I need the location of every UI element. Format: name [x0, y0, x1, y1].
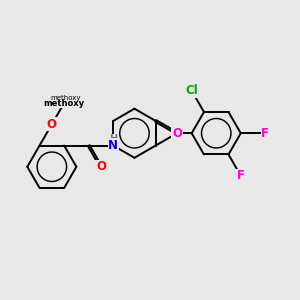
Text: N: N: [108, 139, 118, 152]
Text: F: F: [261, 127, 269, 140]
Text: F: F: [237, 169, 245, 182]
Text: methoxy: methoxy: [50, 94, 81, 100]
Text: N: N: [172, 127, 182, 140]
Text: methoxy: methoxy: [44, 98, 85, 107]
Text: O: O: [172, 127, 182, 140]
Text: O: O: [96, 160, 106, 173]
Text: Cl: Cl: [185, 84, 198, 97]
Text: O: O: [47, 118, 57, 131]
Text: H: H: [109, 134, 117, 144]
